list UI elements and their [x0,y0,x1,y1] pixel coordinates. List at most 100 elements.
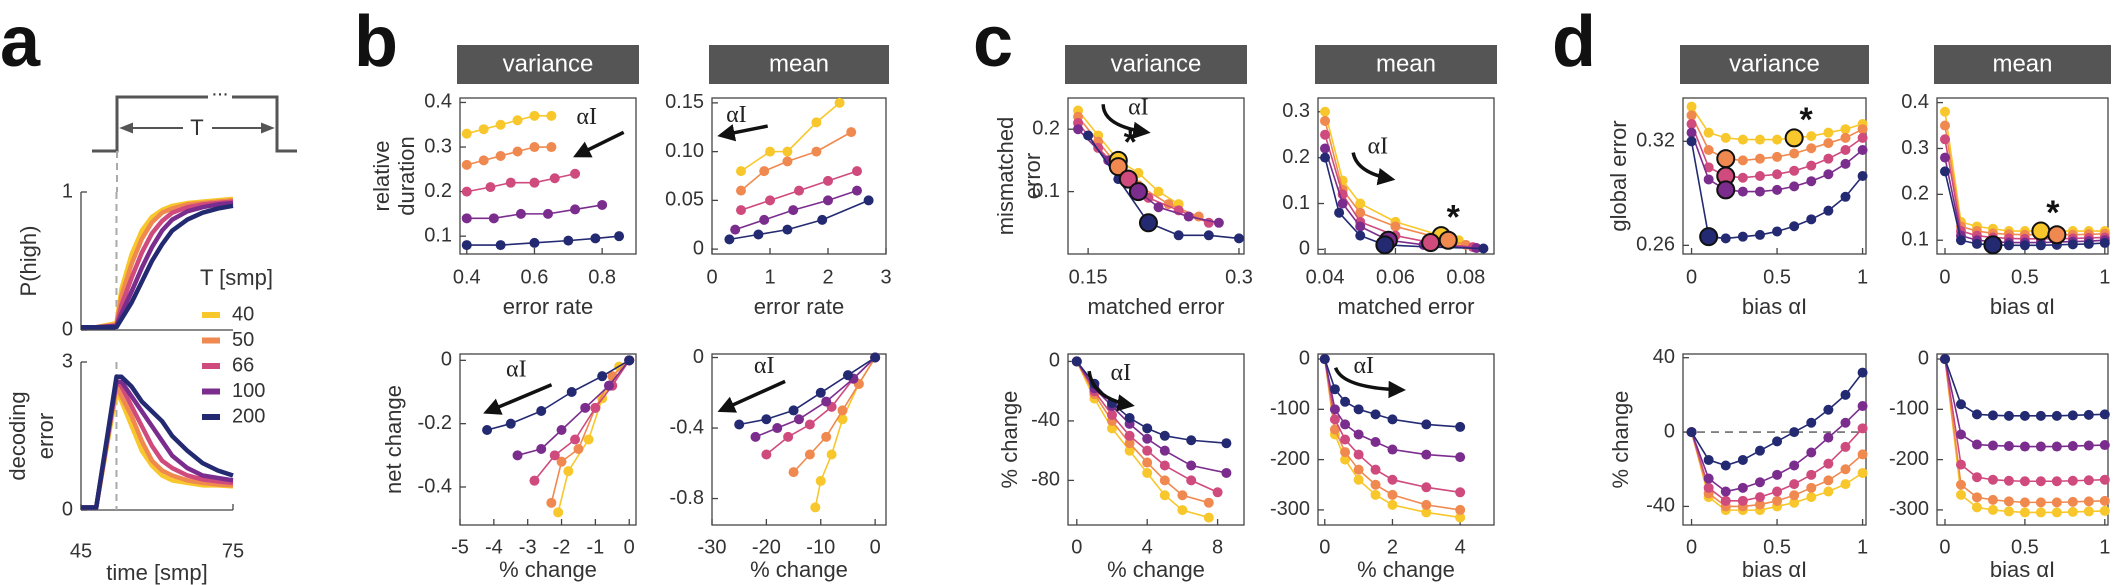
data-point [1320,115,1331,126]
x-axis-label: bias αI [1742,294,1807,319]
data-point [1107,423,1117,434]
panel-letter: b [354,2,398,82]
data-point [2083,238,2094,249]
data-point [1686,127,1697,138]
x-tick-label: 1 [764,266,775,288]
optimum-marker [1108,157,1128,177]
y-axis-label: mismatched [993,117,1018,236]
plot-frame [1317,353,1495,526]
data-point [1939,106,1950,117]
series-line [1076,360,1227,474]
x-tick-label: 0.04 [1306,266,1345,288]
data-point [580,402,591,413]
data-point [1159,490,1170,501]
data-point [761,449,772,460]
y-tick-label: 0.4 [1901,91,1929,113]
data-point [1340,434,1351,445]
data-point [1686,427,1697,438]
data-point [1971,409,1982,420]
data-point [1772,151,1783,162]
data-point [1737,186,1748,197]
data-point [730,224,741,235]
data-point [1221,438,1232,449]
y-tick-label: 0 [693,346,704,368]
data-point [1340,419,1351,430]
data-point [1806,482,1817,493]
data-point [1857,124,1868,135]
optimum-marker [1716,149,1736,169]
data-point [549,450,560,461]
data-point [1142,467,1153,478]
data-point [1421,449,1432,460]
panel-letter: a [0,2,41,82]
data-point [1142,423,1153,434]
x-tick-label: -5 [451,536,469,558]
x-tick-label: -3 [519,536,537,558]
data-point [2019,240,2030,251]
x-tick-label: 0.5 [2011,266,2039,288]
data-point [1789,427,1800,438]
x-tick-label: 3 [880,266,891,288]
data-point [1142,445,1153,456]
data-point [1387,414,1398,425]
data-point [1789,479,1800,490]
data-point [1737,482,1748,493]
data-point [515,208,526,219]
panel-letter: c [973,2,1013,82]
data-point [1703,482,1714,493]
data-point [2003,475,2014,486]
data-point [1939,120,1950,131]
data-point [1177,490,1188,501]
x-tick-label: 0.08 [1446,266,1485,288]
data-point [603,380,614,391]
y-tick-label: -0.4 [418,475,452,497]
data-point [2067,496,2078,507]
data-point [461,186,472,197]
data-point [556,456,567,467]
data-point [1754,171,1765,181]
x-tick-label: 0 [624,536,635,558]
data-point [1823,169,1834,180]
data-point [495,119,506,130]
data-point [2051,441,2062,452]
data-point [597,199,608,210]
data-point [1387,499,1398,510]
data-point [2003,441,2014,452]
data-point [1971,439,1982,450]
data-point [590,402,601,413]
data-point [1772,226,1783,237]
x-tick-label: 4 [1142,536,1153,558]
data-point [505,177,516,188]
data-point [1213,217,1224,228]
optimum-marker [1716,180,1736,200]
data-point [505,418,516,429]
data-point [1840,158,1851,169]
series-line [1944,358,2105,448]
x-tick-label: 1 [2099,536,2110,558]
plot-frame [1936,97,2109,255]
optimum-marker [2047,225,2067,245]
data-point [1955,459,1966,470]
data-point [1857,171,1868,181]
data-point [765,195,775,206]
x-tick-label: 0.5 [1763,266,1791,288]
x-tick-label: -1 [586,536,604,558]
data-point [2003,410,2014,421]
x-tick-label: 1 [1857,536,1868,558]
data-point [1703,454,1714,465]
data-point [765,146,775,157]
data-point [1857,423,1868,434]
optimum-marker [1784,128,1804,148]
data-point [1124,412,1135,423]
data-point [753,229,764,240]
x-axis-label: % change [499,557,597,582]
data-point [2051,410,2062,421]
data-point [624,355,635,366]
x-axis-label: bias αI [1742,557,1807,582]
data-point [811,146,822,157]
annotation-arrow [1087,370,1135,412]
data-point [1754,134,1765,145]
data-point [573,444,584,454]
data-point [546,110,557,121]
